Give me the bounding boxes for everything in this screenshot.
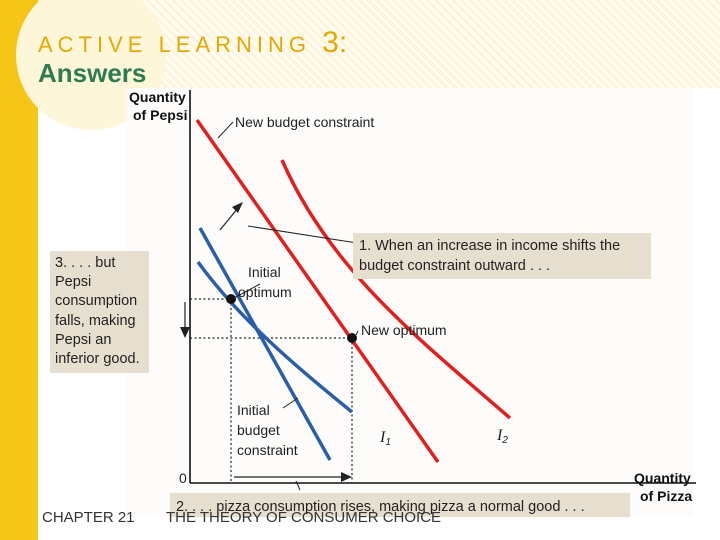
note2-text: 2. . . . pizza consumption rises, making… bbox=[176, 499, 585, 515]
note2-box bbox=[170, 493, 630, 517]
initial-optimum-point bbox=[226, 294, 236, 304]
pizza-rises-arrow-head bbox=[341, 472, 352, 482]
pepsi-falls-arrow-head bbox=[180, 327, 190, 338]
footer-chapter: CHAPTER 21 bbox=[42, 509, 135, 526]
initial-budget-label-line1: Initial bbox=[237, 402, 270, 418]
initial-budget-label-line2: budget bbox=[237, 422, 280, 438]
shift-arrow-head bbox=[232, 202, 243, 213]
initial-optimum-leader bbox=[233, 283, 261, 299]
note3-box bbox=[50, 251, 149, 373]
shift-arrow-shaft bbox=[219, 207, 239, 231]
note3-line5: Pepsi an bbox=[55, 332, 111, 348]
note1-line1: 1. When an increase in income shifts the bbox=[359, 238, 620, 254]
curve-label-i1-main: I bbox=[379, 429, 386, 446]
note3-line4: falls, making bbox=[55, 313, 136, 329]
slide-title-number: 3: bbox=[322, 26, 348, 59]
curve-label-i1: I1 bbox=[379, 429, 391, 448]
x-axis-label-line1: Quantity bbox=[634, 470, 691, 486]
slide-title-text: ACTIVE LEARNING bbox=[38, 32, 312, 57]
slide-subtitle: Answers bbox=[38, 58, 147, 88]
curve-label-i2-main: I bbox=[496, 427, 503, 444]
note1-box bbox=[353, 233, 651, 279]
indifference-curve-i1 bbox=[196, 260, 354, 414]
slide-title: ACTIVE LEARNING 3: bbox=[38, 26, 347, 60]
new-optimum-label: New optimum bbox=[361, 322, 447, 338]
diagram-panel bbox=[126, 88, 694, 518]
new-budget-line bbox=[195, 118, 440, 464]
x-axis-label-line2: of Pizza bbox=[640, 488, 692, 504]
new-optimum-leader bbox=[355, 330, 359, 336]
initial-budget-leader bbox=[282, 397, 299, 409]
curve-label-i2: I2 bbox=[496, 427, 508, 446]
indifference-curve-i2 bbox=[280, 159, 512, 420]
curve-label-i1-sub: 1 bbox=[385, 437, 391, 448]
note2-leader bbox=[295, 480, 301, 491]
initial-budget-label-line3: constraint bbox=[237, 442, 298, 458]
note3-line1: 3. . . . but bbox=[55, 255, 115, 271]
note3-line6: inferior good. bbox=[55, 351, 140, 367]
new-budget-label: New budget constraint bbox=[235, 114, 374, 130]
new-budget-leader bbox=[217, 121, 234, 139]
y-axis-label-line1: Quantity bbox=[129, 89, 186, 105]
new-optimum-point bbox=[347, 333, 357, 343]
initial-optimum-label-line1: Initial bbox=[248, 264, 281, 280]
curve-label-i2-sub: 2 bbox=[501, 435, 508, 446]
note1-line2: budget constraint outward . . . bbox=[359, 258, 550, 274]
note3-line2: Pepsi bbox=[55, 274, 91, 290]
note3-line3: consumption bbox=[55, 293, 137, 309]
note1-leader bbox=[247, 225, 358, 244]
initial-budget-line bbox=[198, 227, 332, 461]
footer-chapter-title: THE THEORY OF CONSUMER CHOICE bbox=[166, 509, 442, 526]
y-axis-label-line2: of Pepsi bbox=[133, 107, 187, 123]
origin-label: 0 bbox=[179, 470, 187, 486]
initial-optimum-label-line2: optimum bbox=[238, 284, 292, 300]
